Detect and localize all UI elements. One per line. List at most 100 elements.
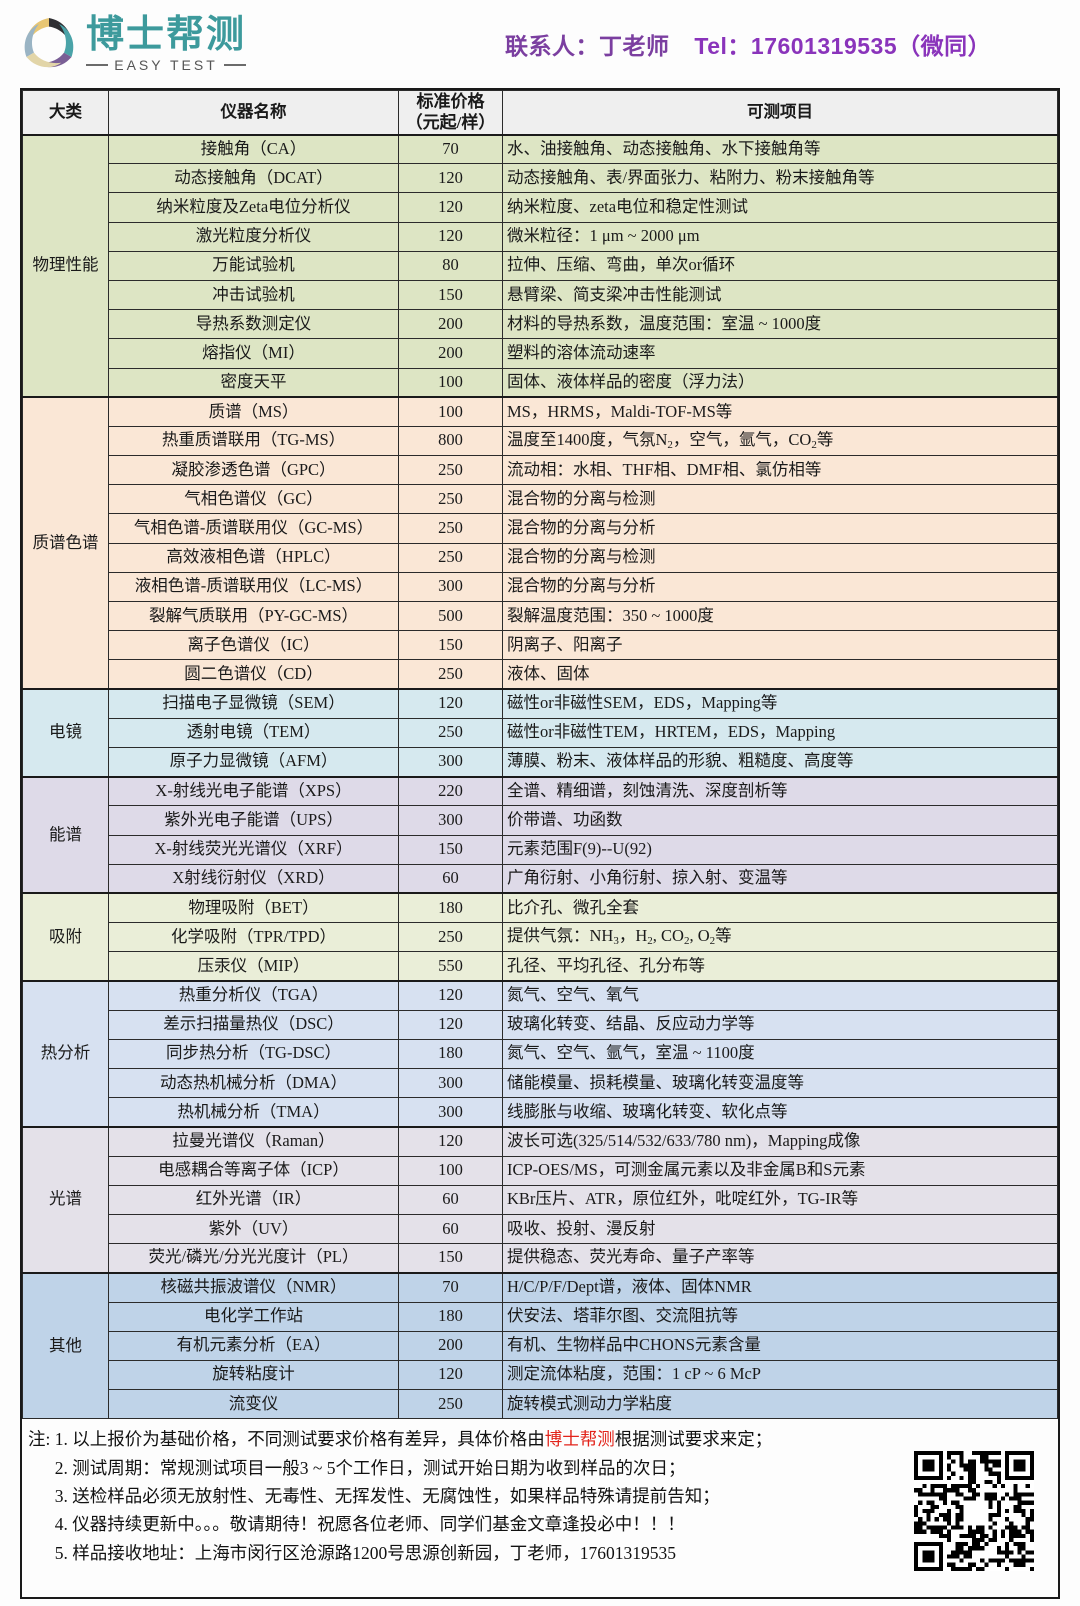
table-row: 有机元素分析（EA） 200 有机、生物样品中CHONS元素含量 <box>22 1330 1058 1361</box>
table-row: 热分析 热重分析仪（TGA） 120 氮气、空气、氧气 <box>22 979 1058 1128</box>
table-row: 液相色谱-质谱联用仪（LC-MS） 300 混合物的分离与分析 <box>22 571 1058 603</box>
table-row: 其他 核磁共振波谱仪（NMR） 70 H/C/P/F/Dept谱，液体、固体NMR <box>22 1271 1058 1420</box>
price-cell: 120 <box>398 688 503 719</box>
instrument-name-cell: 热重质谱联用（TG-MS） <box>108 425 399 457</box>
table-row: X射线衍射仪（XRD） 60 广角衍射、小角衍射、掠入射、变温等 <box>22 863 1058 894</box>
instrument-name-cell: 热重分析仪（TGA） <box>108 979 399 1011</box>
instrument-name-cell: 气相色谱仪（GC） <box>108 484 399 515</box>
price-header-line1: 标准价格 <box>416 92 485 111</box>
price-cell: 120 <box>398 1009 503 1040</box>
swirl-logo-icon <box>18 13 80 75</box>
table-row: 压汞仪（MIP） 550 孔径、平均孔径、孔分布等 <box>22 951 1058 982</box>
table-row: 密度天平 100 固体、液体样品的密度（浮力法） <box>22 367 1058 398</box>
testable-items-cell: 混合物的分离与分析 <box>502 571 1058 603</box>
category-cell: 其他 <box>22 1271 109 1420</box>
price-cell: 250 <box>398 1389 503 1420</box>
instrument-name-cell: 接触角（CA） <box>108 133 399 165</box>
instrument-name-cell: 导热系数测定仪 <box>108 309 399 340</box>
price-cell: 250 <box>398 542 503 573</box>
testable-items-cell: 波长可选(325/514/532/633/780 nm)，Mapping成像 <box>502 1125 1058 1157</box>
category-cell: 热分析 <box>22 979 109 1128</box>
instrument-name-cell: 纳米粒度及Zeta电位分析仪 <box>108 192 399 223</box>
note-line: 注: 1. 以上报价为基础价格，不同测试要求价格有差异，具体价格由博士帮测根据测… <box>28 1429 773 1450</box>
table-row: 气相色谱-质谱联用仪（GC-MS） 250 混合物的分离与分析 <box>22 513 1058 544</box>
notes-list: 注: 1. 以上报价为基础价格，不同测试要求价格有差异，具体价格由博士帮测根据测… <box>26 1425 914 1567</box>
pricing-table-container: 大类 仪器名称 标准价格 （元起/样） 可测项目 物理性能 接触角（CA） 70 水、… <box>20 88 1060 1420</box>
category-cell: 吸附 <box>22 892 109 982</box>
table-row: 离子色谱仪（IC） 150 阴离子、阳离子 <box>22 630 1058 661</box>
instrument-name-cell: 核磁共振波谱仪（NMR） <box>108 1271 399 1303</box>
instrument-name-cell: 扫描电子显微镜（SEM） <box>108 688 399 719</box>
instrument-name-cell: 流变仪 <box>108 1389 399 1420</box>
price-cell: 300 <box>398 571 503 603</box>
instrument-name-cell: 凝胶渗透色谱（GPC） <box>108 455 399 486</box>
table-header-row: 大类 仪器名称 标准价格 （元起/样） 可测项目 <box>22 90 1058 135</box>
table-row: 万能试验机 80 拉伸、压缩、弯曲，单次or循环 <box>22 250 1058 281</box>
price-cell: 200 <box>398 1330 503 1361</box>
table-row: 荧光/磷光/分光光度计（PL） 150 提供稳态、荧光寿命、量子产率等 <box>22 1243 1058 1274</box>
instrument-name-cell: 离子色谱仪（IC） <box>108 630 399 661</box>
instrument-name-cell: 质谱（MS） <box>108 396 399 427</box>
instrument-name-cell: 气相色谱-质谱联用仪（GC-MS） <box>108 513 399 544</box>
table-row: 化学吸附（TPR/TPD） 250 提供气氛：NH3，H2, CO2, O2等 <box>22 922 1058 953</box>
qr-code-icon[interactable] <box>914 1451 1034 1572</box>
testable-items-cell: KBr压片、ATR，原位红外，吡啶红外，TG-IR等 <box>502 1184 1058 1215</box>
table-row: 差示扫描量热仪（DSC） 120 玻璃化转变、结晶、反应动力学等 <box>22 1009 1058 1040</box>
testable-items-cell: 测定流体粘度，范围：1 cP ~ 6 McP <box>502 1359 1058 1391</box>
testable-items-cell: 混合物的分离与检测 <box>502 542 1058 573</box>
instrument-name-cell: 液相色谱-质谱联用仪（LC-MS） <box>108 571 399 603</box>
price-cell: 250 <box>398 717 503 748</box>
column-header-price: 标准价格 （元起/样） <box>398 90 503 135</box>
testable-items-cell: 固体、液体样品的密度（浮力法） <box>502 367 1058 398</box>
testable-items-cell: 裂解温度范围：350 ~ 1000度 <box>502 600 1058 632</box>
price-cell: 100 <box>398 1155 503 1186</box>
logo-rule-right <box>223 64 247 66</box>
testable-items-cell: 混合物的分离与检测 <box>502 484 1058 515</box>
price-cell: 100 <box>398 367 503 398</box>
testable-items-cell: 元素范围F(9)--U(92) <box>502 834 1058 865</box>
instrument-name-cell: 热机械分析（TMA） <box>108 1097 399 1128</box>
note-line: 注: 3. 送检样品必须无放射性、无毒性、无挥发性、无腐蚀性，如果样品特殊请提前… <box>54 1485 720 1506</box>
category-cell: 物理性能 <box>22 133 109 398</box>
instrument-name-cell: 裂解气质联用（PY-GC-MS） <box>108 600 399 632</box>
table-row: 紫外（UV） 60 吸收、投射、漫反射 <box>22 1213 1058 1245</box>
price-cell: 120 <box>398 192 503 223</box>
price-cell: 120 <box>398 221 503 252</box>
testable-items-cell: 液体、固体 <box>502 659 1058 690</box>
brand-name-en-row: EASY TEST <box>86 58 247 72</box>
testable-items-cell: 流动相：水相、THF相、DMF相、氯仿相等 <box>502 455 1058 486</box>
instrument-name-cell: 激光粒度分析仪 <box>108 221 399 252</box>
testable-items-cell: 提供气氛：NH3，H2, CO2, O2等 <box>502 922 1058 953</box>
price-cell: 120 <box>398 1359 503 1391</box>
brand-name-cn: 博士帮测 <box>86 14 247 56</box>
price-cell: 300 <box>398 805 503 836</box>
testable-items-cell: 氮气、空气、氩气，室温 ~ 1100度 <box>502 1038 1058 1070</box>
testable-items-cell: H/C/P/F/Dept谱，液体、固体NMR <box>502 1271 1058 1303</box>
price-cell: 300 <box>398 1067 503 1099</box>
table-row: 凝胶渗透色谱（GPC） 250 流动相：水相、THF相、DMF相、氯仿相等 <box>22 455 1058 486</box>
column-header-items: 可测项目 <box>502 90 1058 135</box>
table-row: 热机械分析（TMA） 300 线膨胀与收缩、玻璃化转变、软化点等 <box>22 1097 1058 1128</box>
testable-items-cell: 混合物的分离与分析 <box>502 513 1058 544</box>
column-header-category: 大类 <box>22 90 109 135</box>
price-cell: 250 <box>398 513 503 544</box>
price-cell: 120 <box>398 1125 503 1157</box>
category-cell: 电镜 <box>22 688 109 778</box>
price-cell: 80 <box>398 250 503 281</box>
testable-items-cell: 有机、生物样品中CHONS元素含量 <box>502 1330 1058 1361</box>
testable-items-cell: 广角衍射、小角衍射、掠入射、变温等 <box>502 863 1058 894</box>
price-cell: 250 <box>398 484 503 515</box>
price-cell: 180 <box>398 1038 503 1070</box>
table-row: 动态接触角（DCAT） 120 动态接触角、表/界面张力、粘附力、粉末接触角等 <box>22 163 1058 194</box>
price-cell: 300 <box>398 1097 503 1128</box>
testable-items-cell: 价带谱、功函数 <box>502 805 1058 836</box>
testable-items-cell: MS，HRMS，Maldi-TOF-MS等 <box>502 396 1058 427</box>
table-row: 冲击试验机 150 悬臂梁、简支梁冲击性能测试 <box>22 279 1058 311</box>
testable-items-cell: 水、油接触角、动态接触角、水下接触角等 <box>502 133 1058 165</box>
instrument-name-cell: X-射线光电子能谱（XPS） <box>108 775 399 807</box>
table-row: 熔指仪（MI） 200 塑料的溶体流动速率 <box>22 338 1058 369</box>
instrument-name-cell: 动态接触角（DCAT） <box>108 163 399 194</box>
pricing-table: 大类 仪器名称 标准价格 （元起/样） 可测项目 物理性能 接触角（CA） 70 水、… <box>22 90 1058 1420</box>
table-row: 透射电镜（TEM） 250 磁性or非磁性TEM，HRTEM，EDS，Mapping <box>22 717 1058 748</box>
